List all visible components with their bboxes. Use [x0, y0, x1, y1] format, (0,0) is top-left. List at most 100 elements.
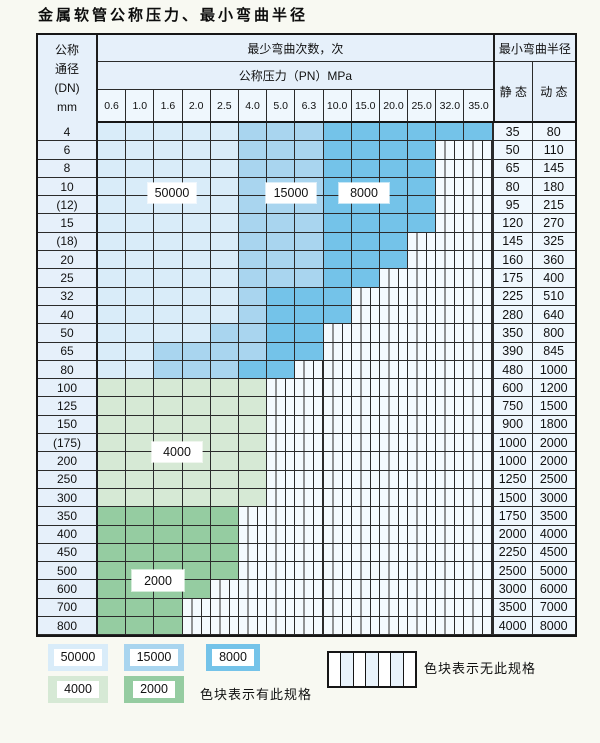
table-row: 6 50 110 — [38, 141, 575, 160]
spec-cell-cycles-8000 — [351, 269, 380, 288]
spec-cell-cycles-8000 — [408, 141, 437, 160]
nospec-cell — [267, 598, 296, 618]
nospec-cell — [408, 251, 437, 270]
spec-cell-cycles-8000 — [408, 214, 437, 233]
dn-cell: 25 — [38, 269, 98, 288]
table-row: 20 160 360 — [38, 251, 575, 270]
static-radius-cell: 145 — [492, 232, 533, 252]
spec-cell-cycles-15000 — [238, 159, 268, 178]
spec-cell-cycles-15000 — [238, 232, 268, 252]
nospec-cell — [464, 452, 493, 471]
nospec-cell — [295, 470, 324, 489]
spec-cell-cycles-50000 — [126, 123, 155, 142]
nospec-cell — [464, 251, 493, 270]
dn-cell: 250 — [38, 470, 98, 489]
spec-cell-cycles-8000 — [323, 269, 352, 288]
spec-cell-cycles-8000 — [267, 360, 296, 380]
nospec-cell — [408, 434, 437, 453]
spec-cell-cycles-8000 — [379, 232, 409, 252]
corner-line-3: (DN) — [54, 81, 80, 95]
dn-cell: 600 — [38, 580, 98, 599]
pressure-column-header: 0.6 — [98, 90, 127, 123]
nospec-cell — [436, 305, 465, 325]
spec-cell-cycles-2000 — [154, 525, 183, 544]
spec-cell-cycles-4000 — [210, 488, 239, 508]
spec-cell-cycles-8000 — [379, 123, 409, 142]
spec-cell-cycles-4000 — [126, 452, 155, 471]
spec-cell-cycles-50000 — [98, 305, 127, 325]
nospec-cell — [408, 269, 437, 288]
spec-cell-cycles-2000 — [98, 525, 127, 544]
static-radius-cell: 1000 — [492, 452, 533, 471]
spec-cell-cycles-4000 — [210, 470, 239, 489]
static-radius-cell: 480 — [492, 360, 533, 380]
spec-cell-cycles-8000 — [323, 305, 352, 325]
spec-cell-cycles-8000 — [408, 177, 437, 197]
dn-cell: 450 — [38, 543, 98, 563]
nospec-cell — [351, 324, 380, 343]
spec-cell-cycles-15000 — [295, 159, 324, 178]
spec-cell-cycles-2000 — [126, 598, 155, 618]
spec-cell-cycles-15000 — [154, 360, 183, 380]
dynamic-radius-cell: 110 — [532, 141, 575, 160]
nospec-cell — [464, 159, 493, 178]
nospec-cell — [408, 598, 437, 618]
spec-cell-cycles-4000 — [98, 452, 127, 471]
spec-cell-cycles-15000 — [182, 360, 211, 380]
spec-cell-cycles-8000 — [323, 232, 352, 252]
table-row: 80 480 1000 — [38, 360, 575, 380]
nospec-cell — [379, 562, 409, 581]
nospec-cell — [464, 543, 493, 563]
spec-cell-cycles-50000 — [98, 342, 127, 361]
nospec-cell — [351, 342, 380, 361]
nospec-cell — [351, 580, 380, 599]
spec-cell-cycles-50000 — [182, 159, 211, 178]
nospec-cell — [182, 598, 211, 618]
static-radius-cell: 280 — [492, 305, 533, 325]
spec-cell-cycles-4000 — [182, 470, 211, 489]
nospec-cell — [436, 470, 465, 489]
spec-cell-cycles-4000 — [154, 379, 183, 398]
spec-cell-cycles-2000 — [98, 543, 127, 563]
legend-nospec-block — [327, 651, 417, 688]
nospec-cell — [267, 525, 296, 544]
spec-cell-cycles-50000 — [210, 159, 239, 178]
nospec-cell — [436, 141, 465, 160]
spec-cell-cycles-8000 — [323, 287, 352, 306]
nospec-cell — [295, 507, 324, 526]
static-radius-cell: 175 — [492, 269, 533, 288]
nospec-cell — [295, 452, 324, 471]
legend-swatch-label: 8000 — [212, 649, 254, 666]
spec-cell-cycles-4000 — [238, 397, 268, 416]
legend-swatch-label: 2000 — [133, 681, 175, 698]
spec-cell-cycles-2000 — [98, 617, 127, 636]
nospec-cell — [408, 415, 437, 435]
spec-cell-cycles-15000 — [267, 141, 296, 160]
spec-cell-cycles-50000 — [182, 269, 211, 288]
spec-cell-cycles-50000 — [182, 141, 211, 160]
dn-cell: 4 — [38, 123, 98, 142]
static-radius-cell: 2500 — [492, 562, 533, 581]
spec-cell-cycles-50000 — [98, 141, 127, 160]
nospec-cell — [464, 269, 493, 288]
nospec-cell — [436, 379, 465, 398]
nospec-cell — [379, 598, 409, 618]
dynamic-radius-cell: 400 — [532, 269, 575, 288]
nospec-cell — [436, 342, 465, 361]
nospec-cell — [464, 379, 493, 398]
spec-cell-cycles-15000 — [295, 251, 324, 270]
spec-cell-cycles-4000 — [238, 379, 268, 398]
pressure-column-header: 5.0 — [267, 90, 296, 123]
table-row: 350 1750 3500 — [38, 507, 575, 526]
nospec-cell — [379, 488, 409, 508]
dynamic-radius-cell: 1800 — [532, 415, 575, 435]
table-row: 250 1250 2500 — [38, 470, 575, 489]
nospec-cell — [408, 452, 437, 471]
table-row: 4 35 80 — [38, 123, 575, 142]
nospec-cell — [464, 598, 493, 618]
cycle-count-label: 15000 — [266, 183, 316, 203]
spec-cell-cycles-50000 — [98, 360, 127, 380]
dynamic-radius-cell: 325 — [532, 232, 575, 252]
nospec-cell — [408, 543, 437, 563]
spec-cell-cycles-50000 — [154, 324, 183, 343]
